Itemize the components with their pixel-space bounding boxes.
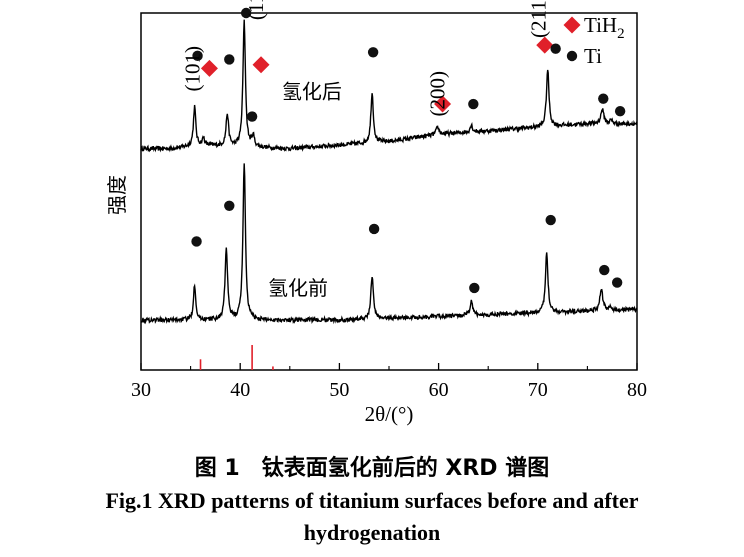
ti-marker bbox=[192, 50, 203, 62]
ti-marker bbox=[469, 282, 480, 294]
miller-index-label: (211) bbox=[527, 0, 551, 38]
ti-marker bbox=[367, 47, 379, 58]
x-axis: 30 40 50 60 70 80 bbox=[131, 363, 647, 401]
caption-english-line2: hydrogenation bbox=[303, 520, 441, 545]
miller-index-label: (200) bbox=[426, 71, 450, 117]
caption-english-line1: Fig.1 XRD patterns of titanium surfaces … bbox=[105, 488, 639, 513]
ti-marker bbox=[240, 7, 252, 19]
x-axis-label: 2θ/(°) bbox=[365, 402, 414, 426]
series-traces bbox=[140, 19, 638, 325]
ti-marker bbox=[246, 111, 258, 122]
legend-ti-symbol bbox=[566, 50, 578, 62]
x-tick-label: 40 bbox=[230, 379, 250, 401]
legend-label: TiH2 bbox=[584, 13, 625, 42]
ti-marker bbox=[545, 214, 556, 226]
ti-marker bbox=[224, 200, 235, 211]
miller-index-label: (101) bbox=[181, 46, 205, 92]
series-label: 氢化后 bbox=[282, 80, 342, 104]
ti-marker bbox=[611, 277, 623, 288]
tih2-marker bbox=[200, 59, 218, 77]
x-tick-label: 70 bbox=[528, 379, 548, 401]
reference-sticks bbox=[199, 345, 274, 370]
miller-index-label: (110) bbox=[244, 0, 268, 20]
x-tick-label: 80 bbox=[627, 379, 647, 401]
legend-label: Ti bbox=[584, 44, 602, 68]
series-line-hydrogenated bbox=[140, 19, 638, 153]
ti-marker bbox=[599, 264, 610, 276]
series-label: 氢化前 bbox=[268, 276, 328, 300]
ti-marker bbox=[191, 236, 202, 247]
x-tick-label: 60 bbox=[429, 379, 449, 401]
ti-marker bbox=[614, 105, 626, 117]
x-tick-label: 30 bbox=[131, 379, 151, 401]
ti-marker bbox=[468, 98, 479, 110]
tih2-marker bbox=[434, 95, 452, 113]
ti-marker bbox=[550, 43, 561, 54]
y-axis-label: 强度 bbox=[105, 175, 129, 215]
caption-chinese: 图 1 钛表面氢化前后的 XRD 谱图 bbox=[194, 456, 550, 481]
ti-marker bbox=[368, 223, 380, 235]
legend-tih2-symbol bbox=[563, 16, 581, 34]
tih2-marker bbox=[536, 36, 554, 54]
x-tick-label: 50 bbox=[329, 379, 349, 401]
tih2-marker bbox=[252, 56, 270, 74]
series-line-unhydrogenated bbox=[140, 163, 638, 325]
phase-markers bbox=[191, 7, 626, 294]
ti-marker bbox=[224, 54, 235, 65]
ti-marker bbox=[598, 93, 609, 104]
